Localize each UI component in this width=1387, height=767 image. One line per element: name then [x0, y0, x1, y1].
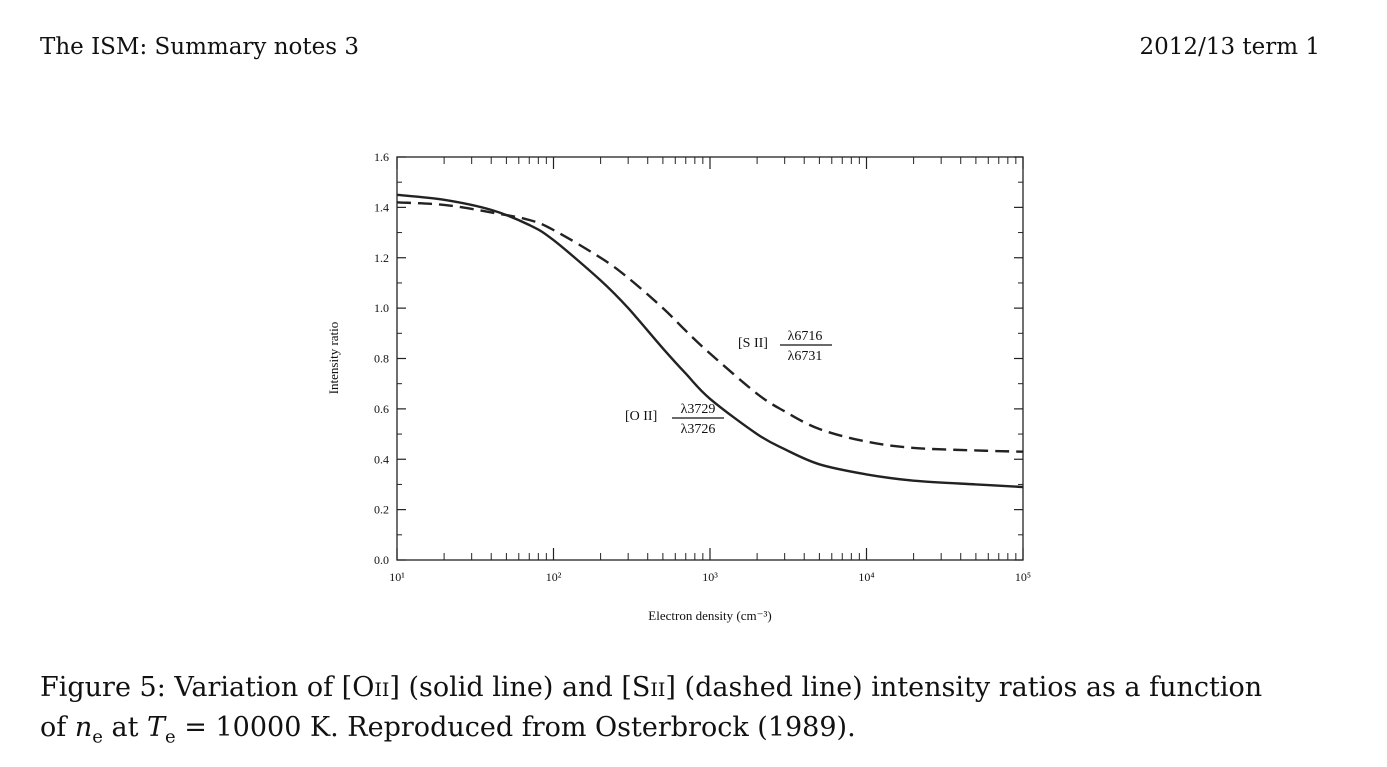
- y-tick-label: 0.2: [374, 503, 389, 517]
- figure-caption: Figure 5: Variation of [Oii] (solid line…: [40, 668, 1340, 757]
- caption-ion-1: ii: [374, 672, 390, 703]
- x-axis-label: Electron density (cm⁻³): [648, 608, 771, 623]
- y-tick-label: 1.0: [374, 301, 389, 315]
- caption-part-4: of: [40, 712, 67, 743]
- y-tick-label: 0.0: [374, 553, 389, 567]
- figure-plot: 0.0 0.2 0.4 0.6 0.8 1.0 1.2 1.4 1.6 10¹ 10² 10³ 10⁴…: [300, 140, 1060, 640]
- x-tick-label: 10⁵: [1015, 570, 1031, 584]
- running-header-title: The ISM: Summary notes 3: [40, 34, 359, 60]
- caption-part-3: ] (dashed line) intensity ratios as a fu…: [665, 672, 1263, 703]
- series-label-o2: [O II] λ3729 λ3726: [625, 402, 724, 437]
- s2-numerator: λ6716: [788, 329, 823, 344]
- o2-numerator: λ3729: [681, 402, 716, 417]
- s2-ion-label: [S II]: [738, 336, 768, 351]
- caption-part-5: at: [111, 712, 139, 743]
- o2-ratio-line: [396, 193, 1024, 489]
- x-tick-label: 10¹: [389, 570, 405, 584]
- o2-denominator: λ3726: [681, 422, 716, 437]
- y-tick-label: 1.6: [374, 150, 389, 164]
- plot-frame: [396, 156, 1024, 561]
- y-tick-label: 0.8: [374, 352, 389, 366]
- y-tick-label: 0.4: [374, 452, 389, 466]
- caption-ne-symbol: n: [74, 712, 93, 743]
- x-tick-label: 10³: [702, 570, 718, 584]
- caption-te-subscript: e: [165, 726, 176, 748]
- y-tick-labels: 0.0 0.2 0.4 0.6 0.8 1.0 1.2 1.4 1.6: [374, 150, 389, 567]
- x-tick-labels: 10¹ 10² 10³ 10⁴ 10⁵: [389, 570, 1031, 584]
- series-label-s2: [S II] λ6716 λ6731: [738, 329, 832, 364]
- y-axis-label: Intensity ratio: [326, 322, 341, 395]
- y-tick-label: 1.2: [374, 251, 389, 265]
- s2-ratio-line: [396, 201, 1024, 453]
- caption-ne-subscript: e: [92, 726, 103, 748]
- s2-denominator: λ6731: [788, 349, 823, 364]
- series-lines: [396, 193, 1024, 489]
- x-tick-label: 10²: [546, 570, 562, 584]
- y-tick-label: 1.4: [374, 200, 389, 214]
- y-tick-label: 0.6: [374, 402, 389, 416]
- running-header-term: 2012/13 term 1: [1139, 34, 1320, 60]
- caption-ion-2: ii: [650, 672, 666, 703]
- caption-part-1: Figure 5: Variation of [O: [40, 672, 375, 703]
- caption-part-2: ] (solid line) and [S: [389, 672, 651, 703]
- axis-ticks: [396, 156, 1024, 561]
- caption-te-symbol: T: [147, 712, 166, 743]
- x-tick-label: 10⁴: [858, 570, 874, 584]
- intensity-ratio-chart: 0.0 0.2 0.4 0.6 0.8 1.0 1.2 1.4 1.6 10¹ 10² 10³ 10⁴…: [326, 150, 1031, 623]
- o2-ion-label: [O II]: [625, 409, 657, 424]
- caption-part-6: = 10000 K. Reproduced from Osterbrock (1…: [184, 712, 856, 743]
